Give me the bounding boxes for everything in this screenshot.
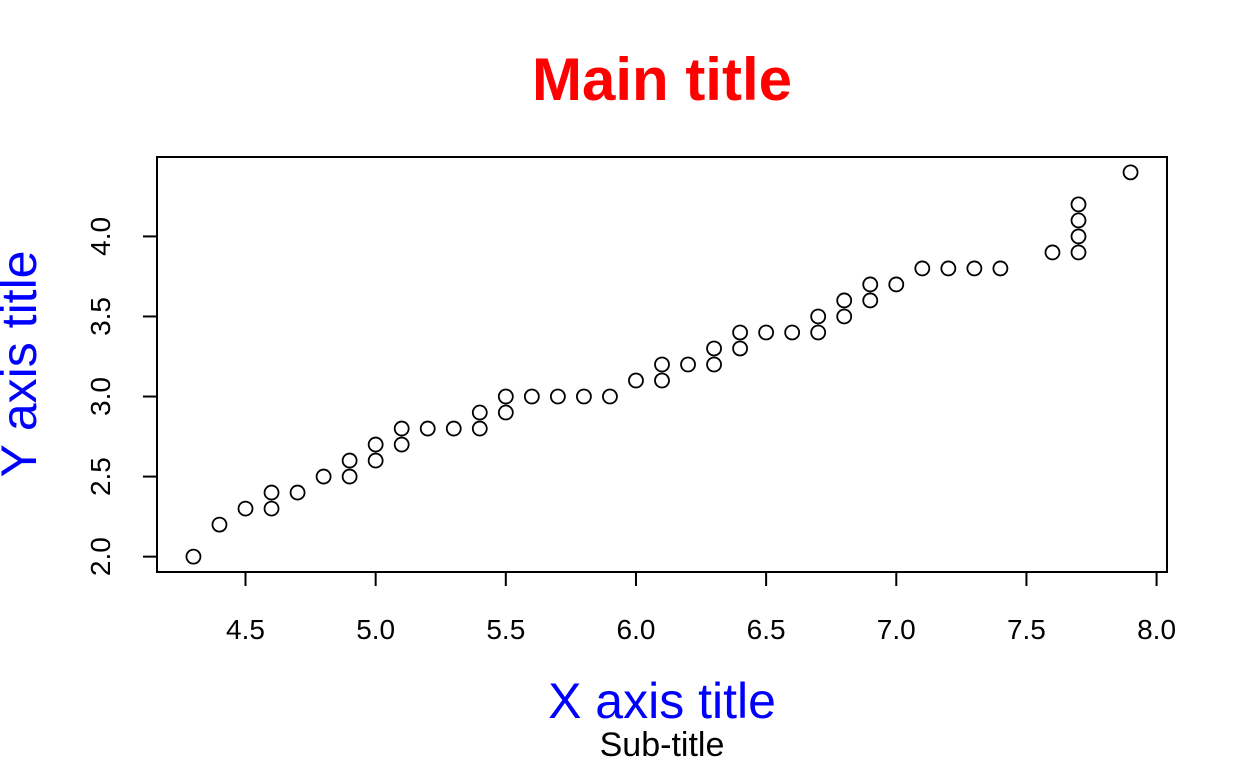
y-tick-label: 3.5 [85,297,116,336]
data-point [888,276,905,293]
data-point [732,340,748,357]
data-point [680,356,696,373]
data-point [445,420,462,437]
data-point [471,404,488,421]
data-point [706,340,722,357]
x-tick-label: 4.5 [226,614,265,645]
data-point [992,260,1009,277]
data-point [654,356,670,373]
data-point [1070,244,1087,261]
data-point [341,468,358,485]
data-point [1070,212,1087,229]
data-point [576,388,592,405]
data-point [706,356,722,373]
data-point [393,436,410,453]
data-point [810,308,827,325]
x-tick-label: 6.5 [747,614,786,645]
data-point [523,388,540,405]
data-point [862,292,879,309]
x-axis: 4.5 5.0 5.5 6.0 6.5 7.0 7.5 8.0 [226,571,1176,645]
x-tick-label: 7.5 [1007,614,1046,645]
x-tick-label: 5.0 [356,614,395,645]
data-point [393,420,410,437]
x-tick-label: 5.5 [486,614,525,645]
data-point [1070,196,1087,213]
data-point [784,324,801,341]
data-point [966,260,983,277]
x-tick-label: 8.0 [1137,614,1176,645]
data-point [211,516,228,533]
data-point [628,372,644,389]
y-tick-label: 4.0 [85,217,116,256]
y-tick-label: 2.0 [85,537,116,576]
data-point [836,292,853,309]
data-point [263,484,280,501]
data-point [263,500,280,517]
data-point [549,388,566,405]
data-points [185,164,1139,565]
data-point [185,548,202,565]
y-tick-label: 3.0 [85,377,116,416]
data-point [341,452,358,469]
x-tick-label: 6.0 [617,614,656,645]
chart-title: Main title [532,46,792,113]
data-point [862,276,879,293]
data-point [367,436,384,453]
data-point [940,260,957,277]
y-tick-label: 2.5 [85,457,116,496]
data-point [289,484,306,501]
data-point [315,468,332,485]
data-point [367,452,384,469]
data-point [419,420,436,437]
data-point [497,388,514,405]
data-point [1044,244,1061,261]
plot-frame [156,156,1168,573]
y-axis-title: Y axis title [0,251,47,478]
data-point [654,372,670,389]
data-point [602,388,618,405]
data-point [237,500,254,517]
data-point [732,324,748,341]
data-point [836,308,853,325]
x-axis-title: X axis title [548,673,776,729]
x-tick-label: 7.0 [877,614,916,645]
data-point [758,324,775,341]
data-point [1122,164,1139,181]
y-axis: 2.0 2.5 3.0 3.5 4.0 [85,217,158,576]
chart-subtitle: Sub-title [600,726,725,764]
data-point [497,404,514,421]
data-point [471,420,488,437]
data-point [810,324,827,341]
data-point [1070,228,1087,245]
data-point [914,260,931,277]
